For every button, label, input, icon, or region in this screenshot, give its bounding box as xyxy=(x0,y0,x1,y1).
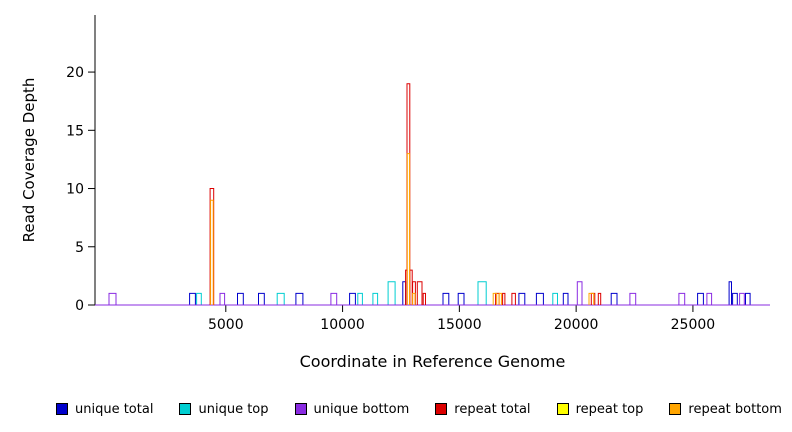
legend: unique total unique top unique bottom repea… xyxy=(56,398,782,420)
legend-label: repeat top xyxy=(575,401,644,417)
legend-label: unique bottom xyxy=(313,401,410,417)
legend-swatch-repeat-top xyxy=(556,403,569,415)
series-repeat-bottom xyxy=(210,153,595,305)
series-unique-bottom xyxy=(95,281,770,306)
series-unique-top xyxy=(95,281,770,306)
x-axis-label: Coordinate in Reference Genome xyxy=(299,352,566,371)
legend-label: repeat bottom xyxy=(688,401,782,417)
legend-swatch-unique-bottom xyxy=(294,403,307,415)
y-tick-label: 10 xyxy=(66,182,84,198)
y-axis-ticks: 0 5 10 15 20 xyxy=(66,65,95,314)
legend-swatch-unique-total xyxy=(56,403,68,415)
legend-label: unique top xyxy=(198,401,269,417)
legend-item-unique-top: unique top xyxy=(179,401,269,417)
legend-label: repeat total xyxy=(454,401,531,417)
series-repeat-total xyxy=(209,83,602,305)
x-axis-ticks: 5000 10000 15000 20000 25000 xyxy=(208,305,715,333)
x-tick-label: 15000 xyxy=(437,317,482,333)
legend-item-repeat-bottom: repeat bottom xyxy=(669,402,782,417)
x-tick-label: 5000 xyxy=(208,317,244,333)
axes xyxy=(94,15,770,306)
x-tick-label: 25000 xyxy=(671,317,716,333)
y-tick-label: 0 xyxy=(75,298,84,314)
legend-swatch-repeat-bottom xyxy=(669,403,682,415)
legend-swatch-repeat-total xyxy=(435,403,448,415)
legend-swatch-unique-top xyxy=(179,403,192,415)
y-tick-label: 20 xyxy=(66,65,84,81)
y-tick-label: 5 xyxy=(75,240,84,256)
legend-item-unique-total: unique total xyxy=(56,402,153,417)
legend-item-unique-bottom: unique bottom xyxy=(294,401,410,417)
legend-item-repeat-top: repeat top xyxy=(556,401,644,417)
x-tick-label: 10000 xyxy=(320,317,365,333)
x-tick-label: 20000 xyxy=(554,317,599,333)
legend-item-repeat-total: repeat total xyxy=(435,401,531,417)
y-axis-label: Read Coverage Depth xyxy=(20,77,38,243)
legend-label: unique total xyxy=(75,401,154,417)
y-tick-label: 15 xyxy=(66,123,84,139)
